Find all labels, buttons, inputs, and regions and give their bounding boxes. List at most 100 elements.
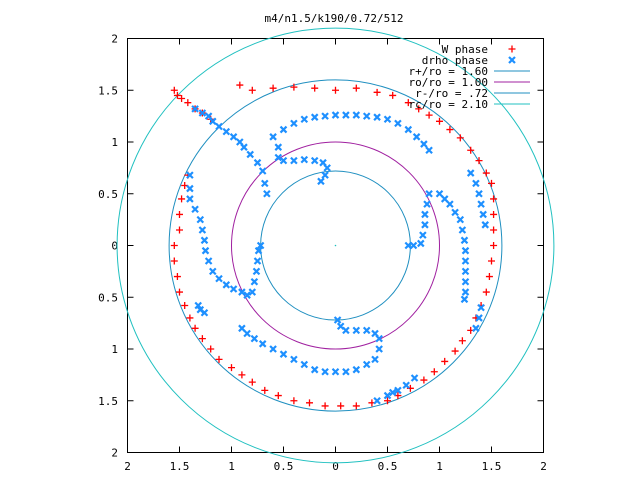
y-tick-label: 2 [111, 33, 118, 46]
data-point-cross [317, 177, 325, 186]
data-point-plus [490, 226, 498, 234]
data-point-plus [176, 288, 183, 296]
data-point-cross [458, 226, 467, 234]
data-point-cross [477, 303, 485, 312]
data-point-plus [184, 99, 192, 107]
legend-label: drho phase [422, 54, 488, 67]
data-point-plus [306, 399, 313, 407]
legend-label: rc/ro = 2.10 [409, 98, 488, 111]
data-point-plus [352, 84, 360, 92]
data-point-plus [311, 84, 319, 92]
data-point-cross [191, 205, 199, 214]
data-point-cross [243, 291, 251, 299]
reference-circles [116, 27, 555, 464]
data-point-cross [321, 171, 329, 179]
data-point-cross [420, 140, 428, 148]
data-point-plus [236, 81, 244, 89]
data-point-cross [446, 200, 454, 208]
data-point-cross [290, 119, 298, 128]
data-point-plus [488, 257, 495, 265]
data-point-plus [389, 91, 397, 99]
y-tick-label: 1 [111, 343, 118, 356]
data-point-cross [186, 171, 194, 179]
data-point-cross [479, 210, 487, 219]
data-point-cross [254, 246, 263, 255]
data-point-plus [430, 368, 438, 376]
data-point-cross [352, 326, 361, 335]
data-point-cross [342, 367, 350, 376]
data-point-cross [425, 146, 433, 155]
data-point-cross [256, 241, 265, 250]
data-point-plus [248, 378, 256, 386]
data-point-cross [508, 56, 516, 64]
data-point-plus [490, 242, 498, 249]
data-point-cross [323, 164, 331, 172]
data-point-cross [394, 386, 402, 395]
data-point-plus [290, 83, 298, 91]
data-point-cross [204, 257, 213, 265]
data-point-cross [383, 391, 392, 400]
data-point-plus [508, 45, 516, 53]
data-point-cross [238, 324, 246, 333]
data-point-cross [209, 267, 217, 276]
data-point-cross [310, 365, 319, 374]
data-point-cross [371, 355, 379, 364]
data-point-cross [421, 210, 429, 219]
data-point-cross [336, 322, 345, 331]
data-point-cross [200, 236, 209, 245]
data-point-cross [461, 246, 470, 255]
data-point-cross [300, 155, 309, 164]
data-point-cross [261, 179, 269, 188]
data-point-cross [229, 133, 238, 141]
data-point-cross [477, 200, 485, 208]
data-point-plus [458, 337, 466, 345]
data-point-plus [181, 302, 189, 310]
y-tick-label: 0.5 [98, 291, 118, 304]
legend-label: ro/ro = 1.00 [409, 76, 488, 89]
data-point-plus [456, 134, 464, 142]
data-point-cross [196, 215, 205, 224]
data-point-plus [238, 371, 246, 379]
data-point-cross [440, 195, 449, 203]
data-point-plus [173, 273, 181, 281]
data-point-cross [198, 109, 207, 117]
data-point-plus [482, 288, 490, 296]
data-point-cross [250, 334, 259, 343]
data-point-cross [191, 105, 199, 113]
x-tick-label: 2 [124, 460, 131, 473]
origin-point [334, 244, 337, 247]
data-point-cross [229, 285, 238, 293]
data-point-plus [482, 169, 490, 177]
data-point-cross [375, 345, 383, 353]
data-point-cross [373, 113, 381, 121]
data-point-cross [201, 246, 210, 255]
data-point-cross [475, 314, 483, 322]
data-point-cross [222, 281, 231, 289]
data-point-cross [425, 189, 433, 198]
x-tick-label: 0.5 [378, 460, 398, 473]
y-tick-label: 1 [111, 136, 118, 149]
data-point-plus [425, 111, 433, 119]
data-point-cross [373, 396, 381, 405]
data-point-cross [274, 143, 283, 151]
data-point-cross [252, 267, 261, 276]
x-tick-label: 0.5 [274, 460, 294, 473]
data-point-cross [412, 133, 421, 141]
data-point-plus [248, 86, 256, 94]
data-point-plus [176, 210, 183, 218]
data-point-plus [337, 402, 345, 410]
reference-circle [116, 27, 555, 464]
data-point-cross [435, 189, 444, 198]
data-point-cross [310, 156, 319, 165]
legend-label: r-/ro = .72 [415, 87, 488, 100]
data-point-plus [170, 257, 178, 265]
data-point-cross [466, 169, 475, 177]
data-point-cross [209, 117, 217, 126]
data-point-cross [362, 360, 371, 369]
data-point-cross [352, 111, 361, 119]
series-drho-phase [186, 105, 490, 405]
data-point-cross [263, 189, 271, 198]
data-point-plus [170, 86, 178, 94]
data-point-cross [342, 111, 350, 119]
data-point-cross [300, 360, 309, 369]
